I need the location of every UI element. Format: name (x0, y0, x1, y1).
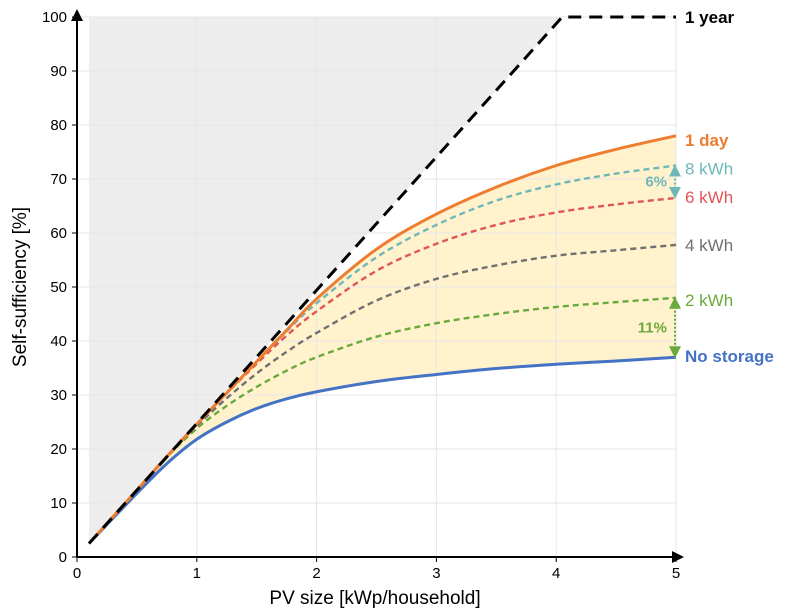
x-axis-arrowhead (672, 551, 684, 563)
x-tick-label: 4 (552, 565, 560, 582)
x-tick-label: 2 (312, 565, 320, 582)
series-label-no-storage: No storage (685, 347, 774, 366)
y-tick-label: 50 (50, 279, 67, 296)
series-label-8-kwh: 8 kWh (685, 160, 733, 179)
series-labels: 1 year 1 day 8 kWh 6 kWh 4 kWh 2 kWh No storag… (685, 8, 774, 366)
x-tick-label: 1 (193, 565, 201, 582)
series-line-1-year (87, 15, 676, 545)
y-tick-label: 70 (50, 171, 67, 188)
series-line-no-storage (87, 355, 677, 545)
x-tick-label: 3 (432, 565, 440, 582)
series-label-6-kwh: 6 kWh (685, 188, 733, 207)
y-tick-label: 90 (50, 63, 67, 80)
gridlines (77, 16, 677, 557)
y-tick-label: 10 (50, 495, 67, 512)
storage-band-region (88, 135, 677, 544)
data-series (87, 15, 677, 545)
y-tick-label: 30 (50, 387, 67, 404)
x-tick-label: 5 (672, 565, 680, 582)
y-tick-label: 100 (42, 9, 67, 26)
series-label-1-day: 1 day (685, 131, 729, 150)
y-tick-label: 0 (59, 549, 67, 566)
series-label-1-year: 1 year (685, 8, 735, 27)
x-axis-title: PV size [kWp/household] (269, 588, 480, 609)
y-tick-label: 40 (50, 333, 67, 350)
axes (71, 9, 684, 563)
gap-label-6: 6% (645, 174, 667, 191)
y-tick-label: 20 (50, 441, 67, 458)
series-label-4-kwh: 4 kWh (685, 236, 733, 255)
annotations: 6% 11% (638, 164, 681, 359)
x-tick-label: 0 (73, 565, 81, 582)
shaded-regions (88, 17, 677, 544)
y-tick-label: 80 (50, 117, 67, 134)
y-tick-label: 60 (50, 225, 67, 242)
upper-shaded-region (88, 17, 677, 544)
gap-label-11: 11% (638, 320, 667, 337)
y-axis-arrowhead (71, 9, 83, 21)
y-axis-title: Self-sufficiency [%] (10, 207, 31, 367)
series-label-2-kwh: 2 kWh (685, 291, 733, 310)
